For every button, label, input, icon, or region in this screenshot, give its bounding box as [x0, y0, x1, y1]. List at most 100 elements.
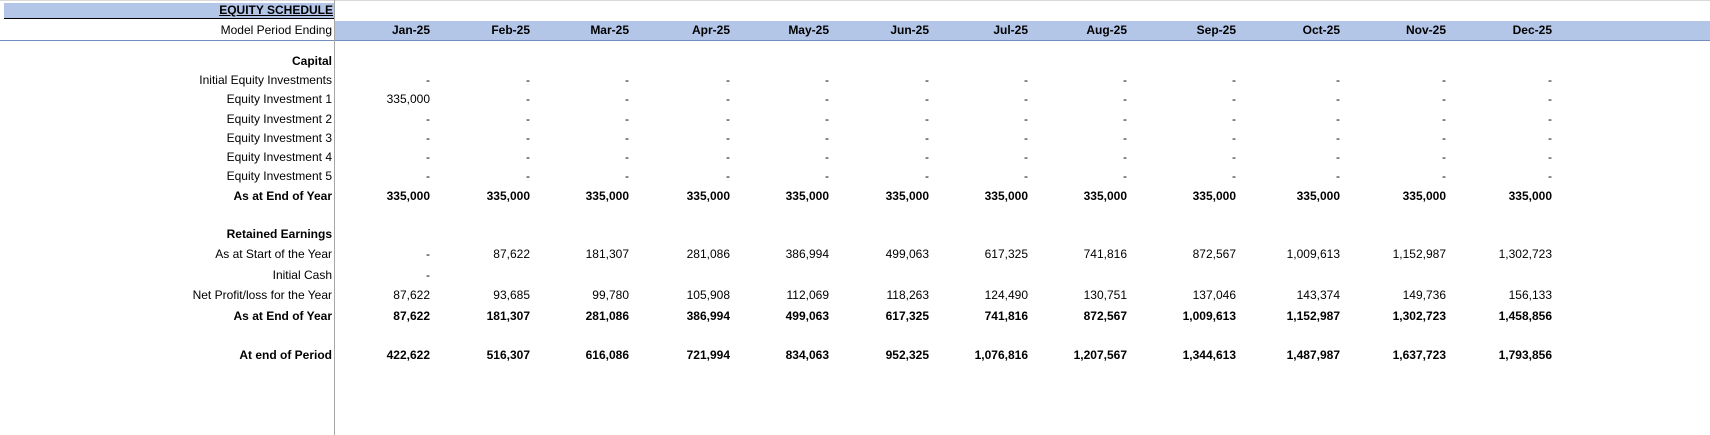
value-cell[interactable]: - [1123, 131, 1127, 145]
value-cell[interactable]: 721,994 [686, 348, 730, 362]
value-cell[interactable]: - [1548, 73, 1552, 87]
value-cell[interactable]: - [426, 112, 430, 126]
value-cell[interactable]: 1,152,987 [1286, 309, 1340, 323]
value-cell[interactable]: - [825, 131, 829, 145]
value-cell[interactable]: - [726, 131, 730, 145]
value-cell[interactable]: 281,086 [585, 309, 629, 323]
value-cell[interactable]: - [625, 131, 629, 145]
value-cell[interactable]: 335,000 [1402, 189, 1446, 203]
value-cell[interactable]: - [925, 169, 929, 183]
row-label[interactable]: At end of Period [239, 348, 332, 362]
value-cell[interactable]: - [1442, 73, 1446, 87]
value-cell[interactable]: 872,567 [1083, 309, 1127, 323]
value-cell[interactable]: - [1336, 169, 1340, 183]
value-cell[interactable]: - [925, 92, 929, 106]
value-cell[interactable]: 335,000 [386, 92, 430, 106]
value-cell[interactable]: 156,133 [1508, 288, 1552, 302]
value-cell[interactable]: 118,263 [886, 288, 930, 302]
value-cell[interactable]: - [426, 150, 430, 164]
value-cell[interactable]: 87,622 [393, 309, 430, 323]
sheet-title[interactable]: EQUITY SCHEDULE [4, 3, 334, 18]
value-cell[interactable]: - [625, 112, 629, 126]
value-cell[interactable]: - [426, 73, 430, 87]
value-cell[interactable]: - [625, 169, 629, 183]
value-cell[interactable]: - [1442, 131, 1446, 145]
value-cell[interactable]: 422,622 [386, 348, 430, 362]
value-cell[interactable]: - [825, 73, 829, 87]
value-cell[interactable]: - [1123, 92, 1127, 106]
value-cell[interactable]: - [1336, 73, 1340, 87]
value-cell[interactable]: 834,063 [785, 348, 829, 362]
month-header[interactable]: Feb-25 [491, 23, 530, 37]
value-cell[interactable]: - [1123, 169, 1127, 183]
value-cell[interactable]: - [1232, 73, 1236, 87]
value-cell[interactable]: - [1548, 131, 1552, 145]
value-cell[interactable]: - [1232, 112, 1236, 126]
month-header[interactable]: Aug-25 [1086, 23, 1127, 37]
value-cell[interactable]: - [1442, 150, 1446, 164]
value-cell[interactable]: 499,063 [885, 247, 929, 261]
month-header[interactable]: Mar-25 [590, 23, 629, 37]
value-cell[interactable]: 124,490 [984, 288, 1028, 302]
value-cell[interactable]: 1,344,613 [1182, 348, 1236, 362]
month-header[interactable]: Jul-25 [993, 23, 1028, 37]
value-cell[interactable]: 93,685 [493, 288, 530, 302]
value-cell[interactable]: - [726, 112, 730, 126]
value-cell[interactable]: - [1442, 169, 1446, 183]
value-cell[interactable]: - [1024, 73, 1028, 87]
value-cell[interactable]: - [925, 150, 929, 164]
month-header[interactable]: May-25 [788, 23, 829, 37]
value-cell[interactable]: 335,000 [386, 189, 430, 203]
value-cell[interactable]: - [526, 150, 530, 164]
value-cell[interactable]: 741,816 [984, 309, 1028, 323]
value-cell[interactable]: 335,000 [1296, 189, 1340, 203]
value-cell[interactable]: - [1336, 112, 1340, 126]
value-cell[interactable]: - [1336, 92, 1340, 106]
value-cell[interactable]: - [625, 150, 629, 164]
value-cell[interactable]: 1,458,856 [1498, 309, 1552, 323]
value-cell[interactable]: 335,000 [486, 189, 530, 203]
row-label[interactable]: Retained Earnings [226, 227, 332, 241]
value-cell[interactable]: 1,009,613 [1286, 247, 1340, 261]
value-cell[interactable]: - [526, 169, 530, 183]
value-cell[interactable]: 137,046 [1192, 288, 1236, 302]
value-cell[interactable]: - [1232, 131, 1236, 145]
value-cell[interactable]: - [726, 150, 730, 164]
value-cell[interactable]: - [526, 112, 530, 126]
value-cell[interactable]: - [1024, 112, 1028, 126]
value-cell[interactable]: - [1232, 169, 1236, 183]
value-cell[interactable]: 1,487,987 [1286, 348, 1340, 362]
value-cell[interactable]: - [925, 112, 929, 126]
value-cell[interactable]: - [1123, 112, 1127, 126]
value-cell[interactable]: 112,069 [786, 288, 830, 302]
value-cell[interactable]: 87,622 [493, 247, 530, 261]
value-cell[interactable]: 617,325 [885, 309, 929, 323]
value-cell[interactable]: - [1548, 112, 1552, 126]
value-cell[interactable]: - [1232, 92, 1236, 106]
row-label[interactable]: Initial Cash [272, 268, 332, 282]
value-cell[interactable]: - [1548, 150, 1552, 164]
value-cell[interactable]: 335,000 [1192, 189, 1236, 203]
value-cell[interactable]: 386,994 [686, 309, 730, 323]
value-cell[interactable]: 149,736 [1402, 288, 1446, 302]
value-cell[interactable]: - [426, 131, 430, 145]
value-cell[interactable]: - [526, 73, 530, 87]
value-cell[interactable]: - [1442, 92, 1446, 106]
row-label[interactable]: Net Profit/loss for the Year [192, 288, 332, 302]
row-label[interactable]: Equity Investment 3 [226, 131, 332, 145]
value-cell[interactable]: 105,908 [686, 288, 730, 302]
value-cell[interactable]: 335,000 [984, 189, 1028, 203]
value-cell[interactable]: 335,000 [1083, 189, 1127, 203]
value-cell[interactable]: 130,751 [1083, 288, 1127, 302]
value-cell[interactable]: 181,307 [585, 247, 629, 261]
value-cell[interactable]: 335,000 [1508, 189, 1552, 203]
value-cell[interactable]: - [1336, 131, 1340, 145]
value-cell[interactable]: - [1442, 112, 1446, 126]
value-cell[interactable]: 617,325 [984, 247, 1028, 261]
row-label[interactable]: Equity Investment 5 [226, 169, 332, 183]
value-cell[interactable]: - [625, 73, 629, 87]
month-header[interactable]: Oct-25 [1302, 23, 1340, 37]
value-cell[interactable]: - [825, 92, 829, 106]
value-cell[interactable]: 1,207,567 [1073, 348, 1127, 362]
value-cell[interactable]: 1,637,723 [1392, 348, 1446, 362]
